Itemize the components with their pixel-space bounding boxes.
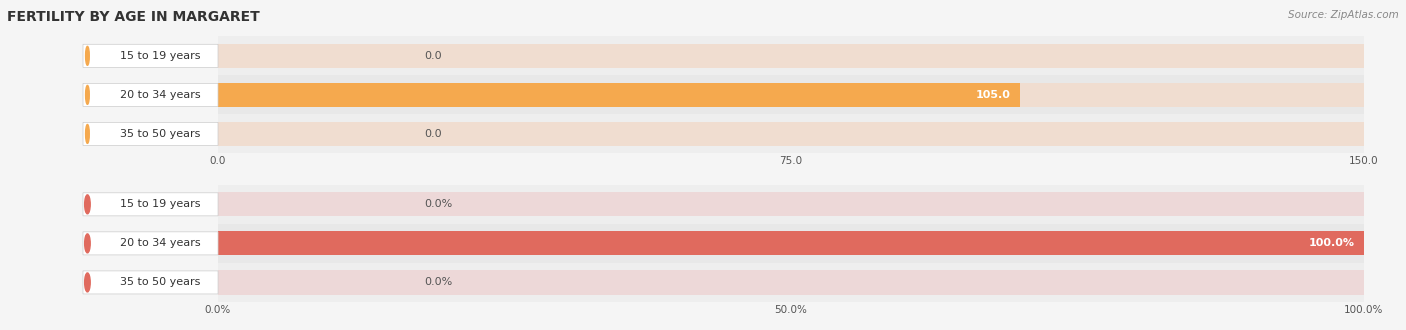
FancyBboxPatch shape [83,271,218,294]
Text: Source: ZipAtlas.com: Source: ZipAtlas.com [1288,10,1399,20]
Bar [218,75,1364,115]
Text: 15 to 19 years: 15 to 19 years [120,199,200,209]
FancyBboxPatch shape [83,232,218,255]
Text: 15 to 19 years: 15 to 19 years [120,51,200,61]
Bar [218,115,1364,153]
FancyBboxPatch shape [83,83,218,106]
Bar [218,44,1364,68]
Text: 35 to 50 years: 35 to 50 years [120,278,200,287]
Text: 0.0%: 0.0% [425,199,453,209]
Bar [218,36,1364,75]
Text: 0.0: 0.0 [425,129,441,139]
Text: 35 to 50 years: 35 to 50 years [120,129,200,139]
Text: 20 to 34 years: 20 to 34 years [120,90,200,100]
Text: 20 to 34 years: 20 to 34 years [120,238,200,248]
Circle shape [84,234,90,253]
Bar [218,122,1364,146]
Text: FERTILITY BY AGE IN MARGARET: FERTILITY BY AGE IN MARGARET [7,10,260,24]
Text: 100.0%: 100.0% [1309,238,1354,248]
Circle shape [86,124,90,144]
Bar [218,224,1364,263]
Bar [218,231,1364,255]
Bar [218,231,1364,255]
Text: 105.0: 105.0 [976,90,1011,100]
Bar [218,83,1019,107]
Text: 0.0: 0.0 [425,51,441,61]
Bar [218,192,1364,216]
Circle shape [86,46,90,65]
Bar [218,185,1364,224]
Circle shape [84,273,90,292]
Bar [218,263,1364,302]
Circle shape [84,195,90,214]
FancyBboxPatch shape [83,193,218,216]
Circle shape [86,85,90,104]
FancyBboxPatch shape [83,44,218,67]
Text: 0.0%: 0.0% [425,278,453,287]
Bar [218,83,1364,107]
Bar [218,270,1364,295]
FancyBboxPatch shape [83,122,218,146]
